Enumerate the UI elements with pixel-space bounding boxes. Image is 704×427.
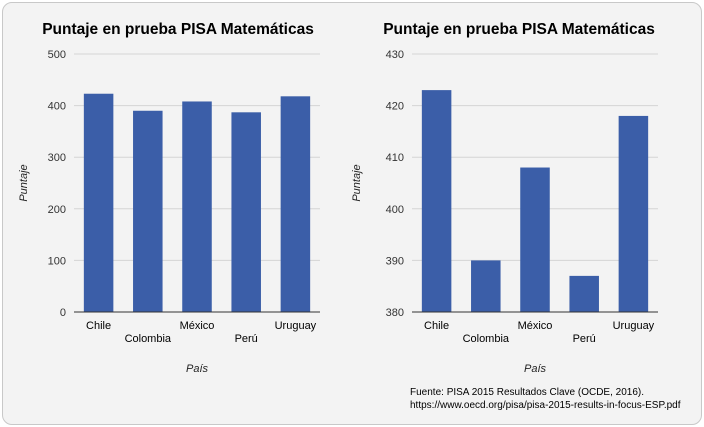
y-axis-title: Puntaje — [18, 164, 30, 201]
category-label: Chile — [86, 320, 111, 332]
bar — [618, 115, 649, 312]
chart-title: Puntaje en prueba PISA Matemáticas — [42, 21, 314, 38]
y-tick-label: 390 — [386, 255, 404, 267]
y-tick-label: 200 — [48, 204, 66, 216]
source-line-1: Fuente: PISA 2015 Resultados Clave (OCDE… — [410, 387, 645, 398]
bar — [520, 167, 550, 312]
x-axis-title: País — [186, 363, 209, 375]
bar — [231, 112, 261, 312]
x-axis-title: País — [524, 363, 547, 375]
y-tick-label: 500 — [48, 49, 66, 61]
bar — [569, 275, 599, 312]
source-url[interactable]: https://www.oecd.org/pisa/pisa-2015-resu… — [410, 400, 681, 411]
chart-right: Puntaje en prueba PISA Matemáticas 380 390… — [352, 21, 658, 375]
category-label: México — [518, 320, 553, 332]
y-tick-label: 300 — [48, 152, 66, 164]
y-tick-label: 100 — [48, 255, 66, 267]
source-note: Fuente: PISA 2015 Resultados Clave (OCDE… — [410, 386, 681, 412]
category-label: Perú — [235, 333, 258, 345]
y-tick-label: 380 — [386, 307, 404, 319]
bar — [280, 96, 311, 312]
bar — [83, 93, 114, 313]
bar — [421, 90, 452, 313]
bar — [182, 101, 212, 312]
category-label: Perú — [573, 333, 596, 345]
y-tick-label: 0 — [60, 307, 66, 319]
chart-title: Puntaje en prueba PISA Matemáticas — [383, 21, 655, 38]
y-tick-label: 430 — [386, 49, 404, 61]
y-tick-label: 400 — [386, 204, 404, 216]
category-label: Colombia — [463, 333, 510, 345]
bar — [133, 110, 163, 312]
category-label: México — [180, 320, 215, 332]
y-tick-label: 420 — [386, 101, 404, 113]
category-label: Chile — [424, 320, 449, 332]
y-tick-label: 410 — [386, 152, 404, 164]
category-label: Uruguay — [275, 320, 317, 332]
chart-left: Puntaje en prueba PISA Matemáticas 0 100 20… — [18, 21, 320, 375]
y-tick-label: 400 — [48, 101, 66, 113]
category-label: Uruguay — [613, 320, 655, 332]
bar — [471, 260, 501, 312]
y-axis-title: Puntaje — [352, 164, 363, 201]
category-label: Colombia — [125, 333, 172, 345]
